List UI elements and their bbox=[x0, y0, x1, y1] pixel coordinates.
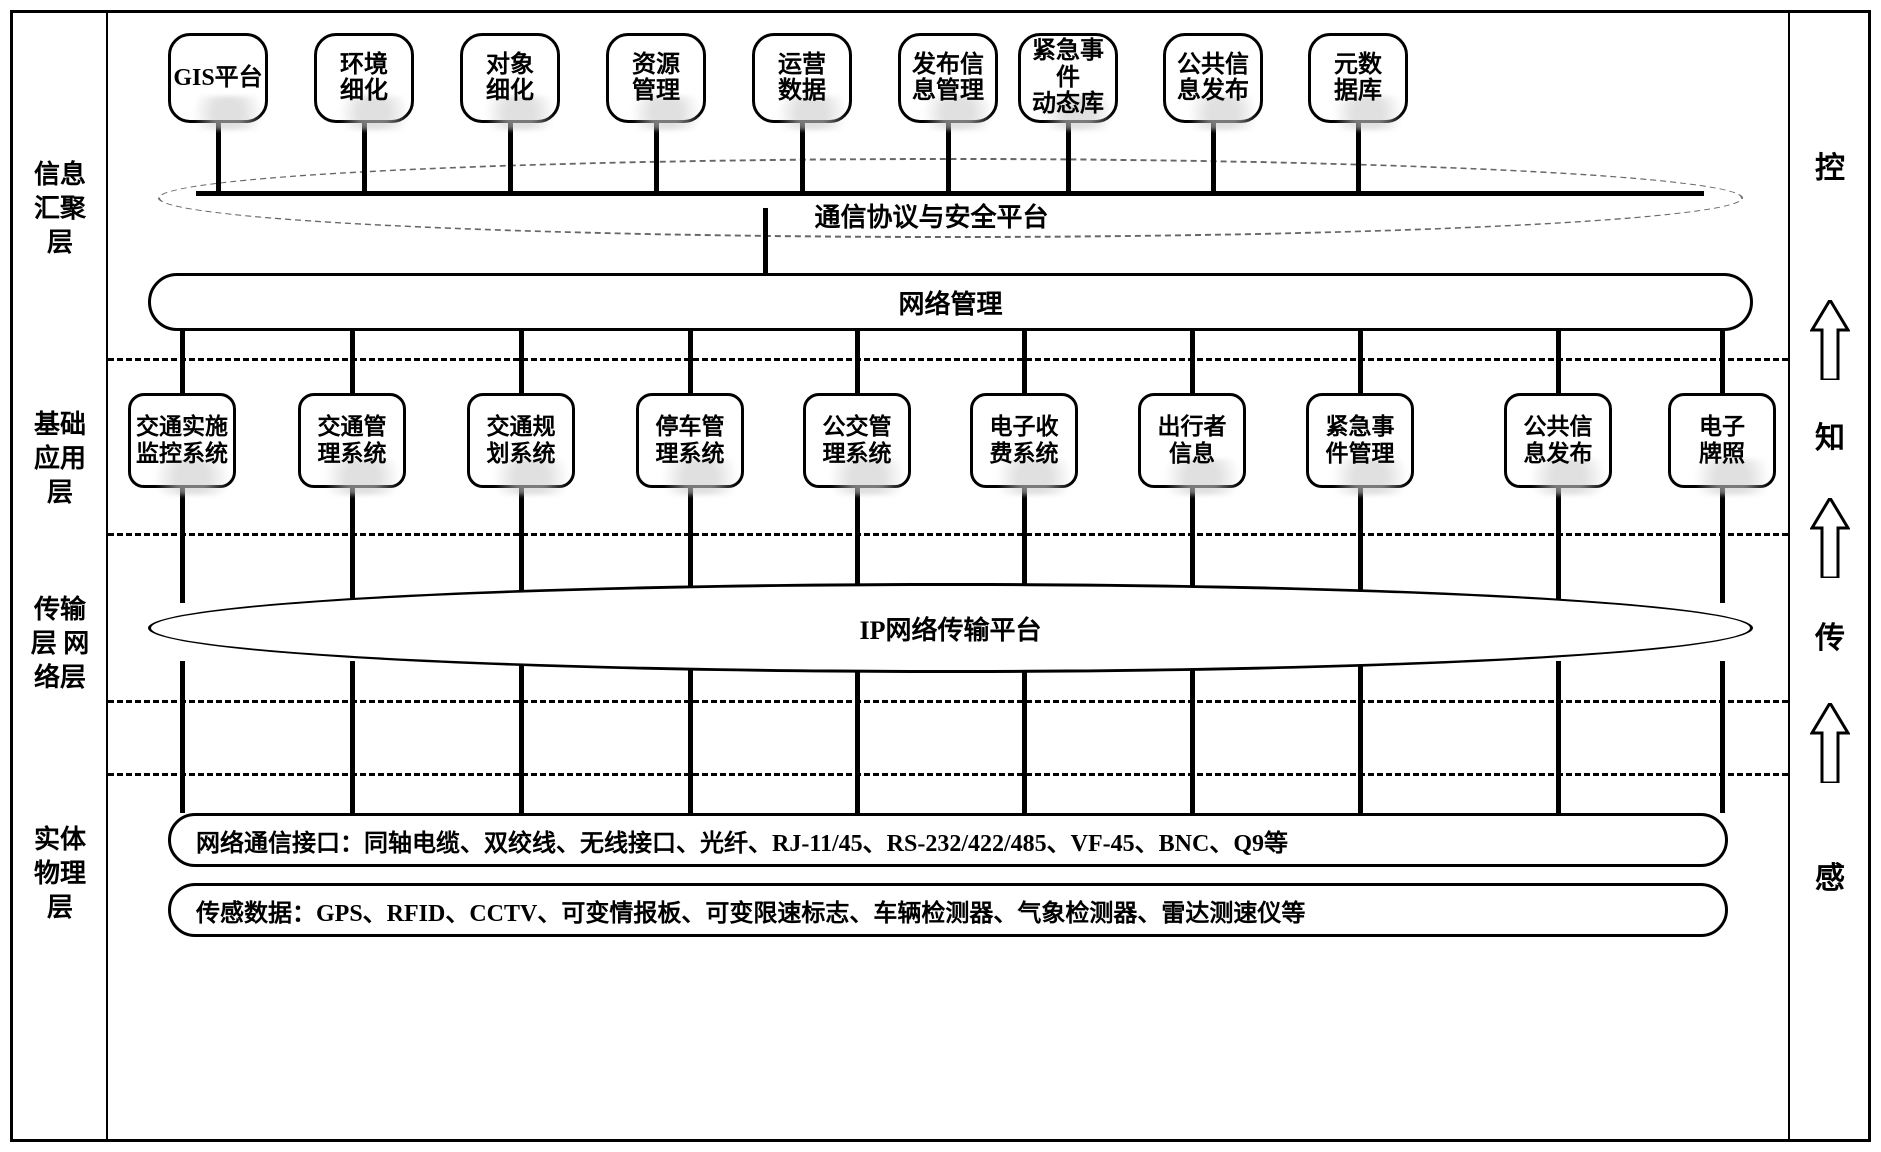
connector bbox=[1720, 661, 1725, 813]
connector bbox=[508, 123, 513, 191]
mid-module-8: 公共信息发布 bbox=[1504, 393, 1612, 488]
network-mgmt: 网络管理 bbox=[148, 273, 1753, 331]
layer-divider bbox=[108, 700, 1788, 703]
connector bbox=[1358, 488, 1363, 603]
ip-platform: IP网络传输平台 bbox=[148, 583, 1753, 673]
mid-module-2: 交通规划系统 bbox=[467, 393, 575, 488]
layer-divider bbox=[108, 773, 1788, 776]
connector bbox=[519, 488, 524, 603]
connector bbox=[1022, 661, 1027, 813]
layer-label-transport: 传输层 网络层 bbox=[25, 593, 95, 694]
connector bbox=[1720, 488, 1725, 603]
layer-label-physical: 实体物理层 bbox=[25, 823, 95, 924]
connector bbox=[1066, 123, 1071, 191]
connector bbox=[654, 123, 659, 191]
connector bbox=[1556, 488, 1561, 603]
connector bbox=[1556, 661, 1561, 813]
mid-module-0: 交通实施监控系统 bbox=[128, 393, 236, 488]
layer-label-info: 信息汇聚层 bbox=[25, 158, 95, 259]
layer-divider bbox=[108, 533, 1788, 536]
top-module-1: 环境细化 bbox=[314, 33, 414, 123]
arrow-up-icon bbox=[1810, 300, 1850, 380]
connector bbox=[1556, 331, 1561, 393]
connector bbox=[855, 661, 860, 813]
right-column: 控 知 传 感 bbox=[1788, 13, 1868, 1139]
top-module-6: 紧急事件动态库 bbox=[1018, 33, 1118, 123]
top-module-5: 发布信息管理 bbox=[898, 33, 998, 123]
top-module-0: GIS平台 bbox=[168, 33, 268, 123]
connector bbox=[763, 208, 768, 273]
arrow-up-icon bbox=[1810, 703, 1850, 783]
stage-label-control: 控 bbox=[1810, 143, 1850, 187]
connector bbox=[855, 331, 860, 393]
connector bbox=[800, 123, 805, 191]
connector bbox=[519, 331, 524, 393]
connector bbox=[1358, 331, 1363, 393]
connector bbox=[519, 661, 524, 813]
layer-label-app: 基础应用层 bbox=[25, 408, 95, 509]
stage-label-sense: 感 bbox=[1810, 853, 1850, 897]
physical-sensors: 传感数据：GPS、RFID、CCTV、可变情报板、可变限速标志、车辆检测器、气象… bbox=[168, 883, 1728, 937]
architecture-diagram: 信息汇聚层 基础应用层 传输层 网络层 实体物理层 通信协议与安全平台 GIS平台… bbox=[10, 10, 1871, 1142]
left-column: 信息汇聚层 基础应用层 传输层 网络层 实体物理层 bbox=[13, 13, 108, 1139]
stage-label-transmit: 传 bbox=[1810, 613, 1850, 657]
connector bbox=[362, 123, 367, 191]
center-column: 通信协议与安全平台GIS平台环境细化对象细化资源管理运营数据发布信息管理紧急事件… bbox=[108, 13, 1788, 1139]
top-module-4: 运营数据 bbox=[752, 33, 852, 123]
mid-module-1: 交通管理系统 bbox=[298, 393, 406, 488]
connector bbox=[688, 661, 693, 813]
mid-module-9: 电子牌照 bbox=[1668, 393, 1776, 488]
connector bbox=[946, 123, 951, 191]
connector bbox=[180, 661, 185, 813]
connector bbox=[350, 488, 355, 603]
mid-module-5: 电子收费系统 bbox=[970, 393, 1078, 488]
connector bbox=[1358, 661, 1363, 813]
mid-module-6: 出行者信息 bbox=[1138, 393, 1246, 488]
physical-interfaces: 网络通信接口：同轴电缆、双绞线、无线接口、光纤、RJ-11/45、RS-232/… bbox=[168, 813, 1728, 867]
connector bbox=[350, 661, 355, 813]
arrow-up-icon bbox=[1810, 498, 1850, 578]
connector bbox=[350, 331, 355, 393]
connector bbox=[1720, 331, 1725, 393]
top-module-7: 公共信息发布 bbox=[1163, 33, 1263, 123]
top-module-8: 元数据库 bbox=[1308, 33, 1408, 123]
connector bbox=[688, 331, 693, 393]
bus-label: 通信协议与安全平台 bbox=[811, 197, 1053, 234]
mid-module-4: 公交管理系统 bbox=[803, 393, 911, 488]
stage-label-know: 知 bbox=[1810, 413, 1850, 457]
connector bbox=[1190, 661, 1195, 813]
mid-module-3: 停车管理系统 bbox=[636, 393, 744, 488]
connector bbox=[180, 488, 185, 603]
connector bbox=[1022, 331, 1027, 393]
top-module-3: 资源管理 bbox=[606, 33, 706, 123]
mid-module-7: 紧急事件管理 bbox=[1306, 393, 1414, 488]
bus-line bbox=[196, 191, 1704, 196]
connector bbox=[1190, 331, 1195, 393]
connector bbox=[1211, 123, 1216, 191]
layer-divider bbox=[108, 358, 1788, 361]
connector bbox=[1356, 123, 1361, 191]
connector bbox=[216, 123, 221, 191]
top-module-2: 对象细化 bbox=[460, 33, 560, 123]
connector bbox=[180, 331, 185, 393]
